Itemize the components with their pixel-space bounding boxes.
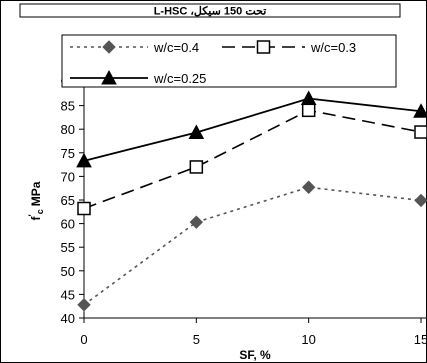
- y-tick-label: 60: [61, 217, 75, 232]
- legend-label: w/c=0.3: [310, 40, 356, 55]
- data-point: [77, 298, 91, 312]
- x-tick-label: 10: [301, 332, 315, 347]
- y-tick-label: 65: [61, 193, 75, 208]
- data-point: [414, 125, 427, 139]
- legend-entry-3: w/c=0.25: [70, 69, 206, 86]
- x-ticks: 0 5 10 15: [80, 318, 427, 347]
- series-3: [76, 90, 427, 168]
- y-axis-title: f′c MPa: [27, 181, 45, 220]
- data-point: [300, 90, 317, 106]
- data-point: [414, 193, 427, 208]
- legend-marker: [102, 40, 116, 54]
- title-box: [19, 3, 401, 18]
- x-tick-label: 0: [80, 332, 87, 347]
- y-tick-label: 55: [61, 240, 75, 255]
- legend-label: w/c=0.4: [153, 40, 199, 55]
- legend-entry-1: w/c=0.4: [70, 40, 199, 55]
- data-point: [301, 103, 316, 118]
- legend-marker: [256, 40, 271, 54]
- y-axis-title-unit: MPa: [29, 181, 43, 206]
- y-axis-title-prime: ′: [27, 214, 37, 216]
- legend-entry-2: w/c=0.3: [222, 40, 356, 55]
- x-tick-label: 5: [193, 332, 200, 347]
- data-point: [76, 152, 92, 168]
- legend-marker: [101, 69, 117, 85]
- series-line: [83, 186, 422, 306]
- y-tick-label: 50: [61, 264, 75, 279]
- y-tick-label: 85: [61, 99, 75, 114]
- data-point: [77, 201, 91, 216]
- y-axis-title-sub: c: [35, 209, 45, 214]
- data-point: [189, 215, 204, 229]
- data-point: [413, 103, 427, 118]
- data-point: [188, 124, 205, 140]
- series-line: [83, 109, 422, 210]
- y-ticks: 4045505560657075808590: [61, 75, 84, 326]
- legend-label: w/c=0.25: [153, 71, 206, 86]
- series-line: [83, 97, 422, 162]
- svg-text:f′cMPa: f′c MPa: [27, 181, 45, 220]
- series-2: [77, 103, 427, 216]
- y-tick-label: 70: [61, 169, 75, 184]
- y-tick-label: 40: [61, 311, 75, 326]
- y-tick-label: 75: [61, 146, 75, 161]
- series-1: [77, 180, 427, 312]
- legend: w/c=0.4 w/c=0.3 w/c=0.25: [61, 34, 397, 88]
- x-tick-label: 15: [414, 332, 427, 347]
- chart-title: تحت 150 سيكل، L-HSC: [154, 6, 267, 18]
- y-tick-label: 45: [61, 287, 75, 302]
- data-point: [189, 160, 204, 174]
- x-axis-title: SF, %: [239, 348, 271, 362]
- series-layer: [76, 90, 427, 312]
- y-tick-label: 80: [61, 122, 75, 137]
- y-axis-title-main: f: [29, 215, 43, 220]
- data-point: [301, 180, 316, 194]
